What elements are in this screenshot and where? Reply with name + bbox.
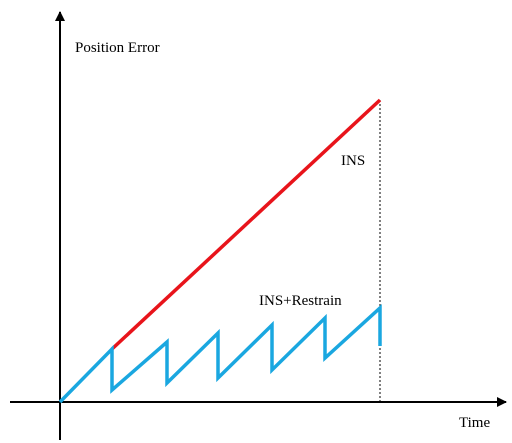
ins-line — [110, 98, 382, 351]
x-axis-label: Time — [459, 415, 490, 431]
ins-restrain-label: INS+Restrain — [259, 293, 342, 309]
ins-restrain-line — [58, 304, 382, 404]
ins-label: INS — [341, 153, 365, 169]
y-axis-label: Position Error — [75, 40, 160, 56]
